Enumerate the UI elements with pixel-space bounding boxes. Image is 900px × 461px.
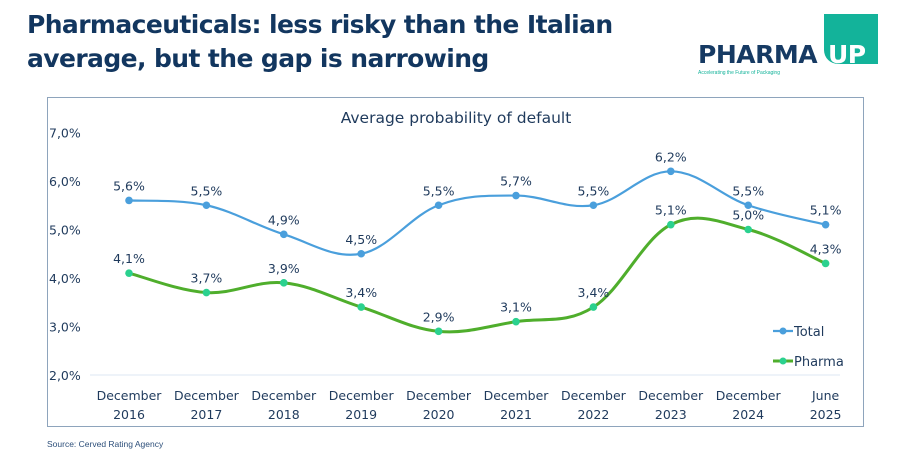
logo-accent-square bbox=[824, 14, 878, 64]
legend-marker-pharma bbox=[779, 357, 787, 365]
data-label-pharma: 3,7% bbox=[191, 271, 223, 286]
logo-tagline: Accelerating the Future of Packaging bbox=[698, 70, 780, 76]
logo-brand-main: PHARMA bbox=[698, 40, 818, 69]
data-point-pharma bbox=[512, 317, 520, 326]
x-tick-label-year: 2016 bbox=[113, 407, 145, 422]
data-point-pharma bbox=[589, 303, 598, 311]
y-tick-label: 7,0% bbox=[49, 126, 81, 141]
series-total: 5,6% 5,5% 4,9% 4,5% 5,5% 5,7% 5,5% 6,2% 5,5% 5,1% bbox=[113, 149, 842, 258]
data-point-pharma bbox=[434, 327, 443, 336]
data-label-total: 5,1% bbox=[810, 203, 842, 218]
legend-item-pharma: Pharma bbox=[773, 355, 844, 370]
x-tick-label-year: 2021 bbox=[500, 407, 532, 422]
data-label-total: 4,5% bbox=[345, 232, 377, 247]
y-tick-label: 5,0% bbox=[49, 223, 81, 238]
data-point-pharma bbox=[357, 303, 366, 311]
data-point-pharma bbox=[125, 269, 133, 277]
x-axis: December 2016 December 2017 December 2018 Dece… bbox=[97, 388, 842, 422]
data-point-total bbox=[744, 201, 752, 210]
data-point-pharma bbox=[821, 259, 830, 268]
logo-brand-accent: UP bbox=[828, 40, 866, 69]
data-label-total: 5,5% bbox=[423, 183, 455, 198]
data-point-pharma bbox=[744, 225, 752, 234]
data-point-total bbox=[434, 201, 443, 210]
data-point-pharma bbox=[280, 279, 288, 287]
y-tick-label: 4,0% bbox=[49, 271, 81, 286]
legend-label-total: Total bbox=[793, 325, 824, 340]
series-layer: 5,6% 5,5% 4,9% 4,5% 5,5% 5,7% 5,5% 6,2% 5,5% 5,1%… bbox=[113, 149, 842, 336]
page-title: Pharmaceuticals: less risky than the Ita… bbox=[27, 8, 667, 76]
data-label-pharma: 3,9% bbox=[268, 261, 300, 276]
data-label-total: 5,5% bbox=[732, 183, 764, 198]
x-tick-label-year: 2022 bbox=[577, 407, 609, 422]
data-label-pharma: 5,0% bbox=[732, 208, 764, 223]
source-note: Source: Cerved Rating Agency bbox=[47, 439, 164, 449]
x-tick-label-month: June bbox=[811, 388, 840, 403]
y-tick-label: 3,0% bbox=[49, 320, 81, 335]
data-label-total: 5,5% bbox=[191, 183, 223, 198]
data-point-total bbox=[125, 196, 133, 205]
x-tick-label-month: December bbox=[406, 388, 472, 403]
y-tick-label: 6,0% bbox=[49, 174, 81, 189]
data-label-pharma: 5,1% bbox=[655, 203, 687, 218]
page-title-line-1: Pharmaceuticals: less risky than the Ita… bbox=[27, 10, 613, 39]
x-tick-label-year: 2019 bbox=[345, 407, 377, 422]
x-tick-label-year: 2025 bbox=[810, 407, 842, 422]
data-label-total: 5,5% bbox=[578, 183, 610, 198]
x-tick-label-month: December bbox=[97, 388, 163, 403]
series-line-pharma bbox=[127, 216, 828, 334]
data-point-total bbox=[667, 167, 675, 176]
data-label-pharma: 2,9% bbox=[423, 309, 455, 324]
x-tick-label-month: December bbox=[251, 388, 317, 403]
x-tick-label-month: December bbox=[329, 388, 395, 403]
x-tick-label-month: December bbox=[484, 388, 550, 403]
legend-label-pharma: Pharma bbox=[794, 355, 844, 370]
legend-marker-total bbox=[779, 327, 787, 335]
x-tick-label-month: December bbox=[174, 388, 240, 403]
data-point-pharma bbox=[667, 220, 675, 229]
x-tick-label-month: December bbox=[716, 388, 782, 403]
y-axis: 2,0% 3,0% 4,0% 5,0% 6,0% 7,0% bbox=[49, 126, 81, 384]
pharmaup-logo: PHARMA UP Accelerating the Future of Pac… bbox=[690, 14, 890, 84]
legend-item-total: Total bbox=[773, 325, 824, 340]
data-point-pharma bbox=[202, 288, 211, 297]
series-pharma: 4,1% 3,7% 3,9% 3,4% 2,9% 3,1% 3,4% 5,1% 5,0% 4,3% bbox=[113, 203, 842, 336]
page-title-line-2: average, but the gap is narrowing bbox=[27, 44, 489, 73]
x-tick-label-year: 2023 bbox=[655, 407, 687, 422]
data-label-pharma: 4,3% bbox=[810, 241, 842, 256]
data-point-total bbox=[357, 249, 366, 258]
data-label-total: 5,6% bbox=[113, 178, 145, 193]
data-point-total bbox=[280, 230, 288, 239]
data-label-pharma: 4,1% bbox=[113, 251, 145, 266]
x-tick-label-month: December bbox=[561, 388, 627, 403]
x-tick-label-year: 2020 bbox=[423, 407, 455, 422]
chart-frame bbox=[47, 97, 864, 427]
series-line-total bbox=[127, 170, 827, 256]
y-tick-label: 2,0% bbox=[49, 368, 81, 383]
data-point-total bbox=[821, 220, 830, 229]
data-label-pharma: 3,4% bbox=[578, 285, 610, 300]
legend: Total Pharma bbox=[773, 325, 844, 370]
data-point-total bbox=[512, 191, 520, 200]
data-label-total: 6,2% bbox=[655, 149, 687, 164]
data-label-pharma: 3,1% bbox=[500, 300, 532, 315]
data-label-total: 4,9% bbox=[268, 212, 300, 227]
x-tick-label-year: 2017 bbox=[190, 407, 222, 422]
data-point-total bbox=[589, 201, 598, 210]
data-label-total: 5,7% bbox=[500, 174, 532, 189]
x-tick-label-year: 2024 bbox=[732, 407, 764, 422]
x-tick-label-month: December bbox=[638, 388, 704, 403]
x-tick-label-year: 2018 bbox=[268, 407, 300, 422]
chart-title: Average probability of default bbox=[341, 109, 572, 127]
data-point-total bbox=[202, 201, 211, 210]
data-label-pharma: 3,4% bbox=[345, 285, 377, 300]
